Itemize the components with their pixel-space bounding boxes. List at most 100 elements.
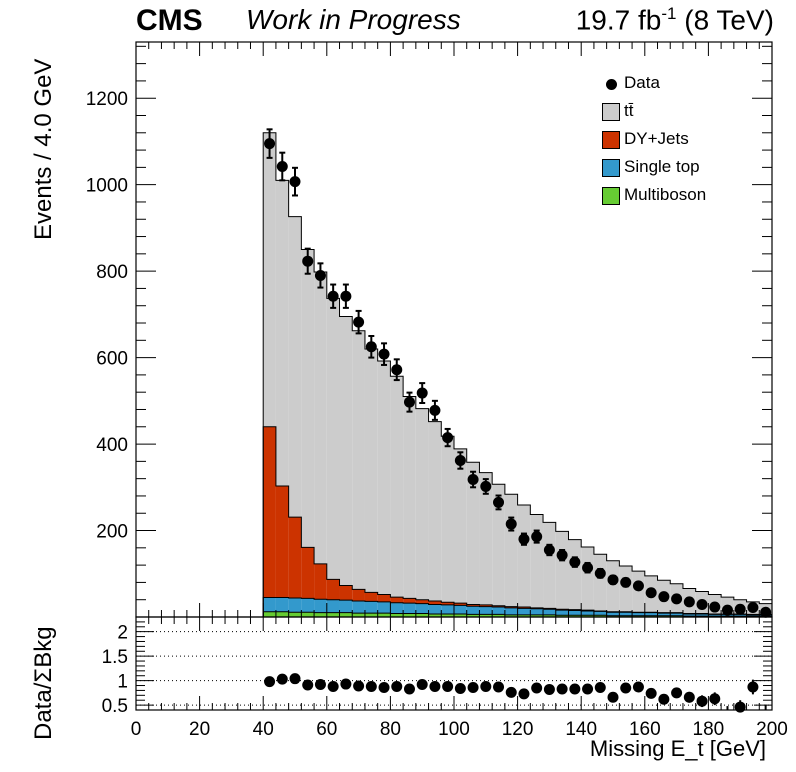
- histogram-bar: [682, 613, 696, 617]
- histogram-bar: [263, 597, 276, 612]
- ratio-point: [391, 681, 403, 693]
- x-tick-label: 60: [316, 719, 337, 740]
- histogram-bar: [657, 615, 671, 617]
- histogram-bar: [581, 615, 594, 617]
- ratio-point: [302, 679, 314, 691]
- histogram-bar: [619, 615, 633, 617]
- legend-label-multiboson: Multiboson: [624, 185, 707, 204]
- data-point: [327, 290, 339, 302]
- histogram-bar: [466, 606, 480, 615]
- data-point: [429, 404, 441, 416]
- series-3-outline: [262, 132, 773, 617]
- y-tick-label: 1000: [86, 176, 128, 197]
- ratio-y-tick-label: 1: [117, 672, 128, 693]
- histogram-bar: [555, 610, 569, 616]
- ratio-point: [671, 687, 683, 699]
- histogram-bar: [377, 361, 391, 595]
- ratio-point: [505, 686, 517, 698]
- x-tick-label: 200: [756, 719, 788, 740]
- histogram-bar: [352, 601, 365, 614]
- legend-swatch-single-top: [602, 159, 620, 177]
- histogram-bar: [644, 615, 658, 617]
- histogram-bar: [415, 603, 429, 614]
- series-1-bars: [263, 597, 772, 617]
- histogram-bar: [454, 448, 467, 604]
- histogram-bar: [606, 612, 620, 616]
- histogram-bar: [632, 615, 645, 617]
- histogram-bar: [517, 608, 531, 615]
- histogram-bar: [403, 396, 416, 599]
- luminosity-label: 19.7 fb-1 (8 TeV): [576, 4, 774, 36]
- histogram-bar: [390, 613, 404, 617]
- histogram-bar: [339, 612, 353, 617]
- histogram-bar: [352, 589, 365, 602]
- ratio-point: [632, 681, 644, 693]
- data-point: [671, 593, 683, 605]
- data-point: [493, 496, 505, 508]
- histogram-bar: [695, 613, 709, 617]
- histogram-bar: [364, 592, 378, 602]
- ratio-point: [620, 682, 632, 694]
- legend-marker-data: [606, 79, 617, 90]
- data-point: [594, 567, 606, 579]
- data-point: [683, 596, 695, 608]
- histogram-bar: [530, 514, 544, 608]
- data-point: [264, 138, 276, 150]
- histogram-bar: [339, 316, 353, 586]
- ratio-point: [378, 681, 390, 693]
- data-point: [658, 591, 670, 603]
- data-point: [721, 604, 733, 616]
- series-2-bars: [263, 426, 772, 615]
- x-tick-label: 40: [253, 719, 274, 740]
- ratio-point: [264, 676, 276, 688]
- data-point: [760, 606, 772, 618]
- x-tick-label: 140: [565, 719, 597, 740]
- ratio-point: [365, 681, 377, 693]
- histogram-bar: [454, 603, 467, 606]
- histogram-bar: [441, 613, 454, 617]
- histogram-bar: [403, 603, 416, 614]
- histogram-bar: [555, 615, 569, 617]
- histogram-bar: [364, 613, 378, 617]
- histogram-bar: [492, 607, 505, 615]
- histogram-bar: [441, 436, 454, 603]
- histogram-bar: [479, 604, 493, 607]
- data-point: [632, 580, 644, 592]
- y-axis-label: Events / 4.0 GeV: [30, 58, 57, 240]
- data-point: [556, 549, 568, 561]
- ratio-point: [531, 682, 543, 694]
- histogram-bar: [517, 607, 531, 609]
- histogram-bar: [504, 494, 518, 607]
- histogram-bar: [530, 614, 544, 617]
- legend-swatch-multiboson: [602, 187, 620, 205]
- histogram-bar: [263, 611, 276, 617]
- data-point: [276, 161, 288, 173]
- lumi-exponent: -1: [661, 4, 677, 23]
- x-axis-label: Missing E_t [GeV]: [589, 736, 766, 761]
- histogram-bar: [428, 421, 442, 602]
- data-point: [314, 269, 326, 281]
- data-point: [480, 480, 492, 492]
- ratio-y-axis-label: Data/ΣBkg: [30, 626, 57, 740]
- histogram-bar: [326, 612, 340, 617]
- energy-label: (8 TeV): [684, 4, 774, 36]
- histogram-bar: [288, 216, 302, 518]
- histogram-bar: [657, 613, 671, 616]
- histogram-bar: [326, 298, 340, 580]
- experiment-label: CMS: [136, 4, 203, 37]
- histogram-bar: [314, 599, 327, 613]
- histogram-bar: [415, 408, 429, 600]
- ratio-point: [709, 693, 721, 705]
- data-point: [518, 533, 530, 545]
- data-point: [378, 348, 390, 360]
- histogram-bar: [403, 613, 416, 617]
- histogram-bar: [301, 547, 315, 599]
- histogram-bar: [314, 272, 327, 564]
- histogram-bar: [517, 614, 531, 617]
- lumi-value: 19.7 fb: [575, 4, 662, 36]
- histogram-bar: [581, 610, 594, 616]
- histogram-bar: [326, 579, 340, 600]
- histogram-bar: [466, 604, 480, 607]
- ratio-points: [264, 673, 767, 713]
- histogram-bar: [314, 612, 327, 617]
